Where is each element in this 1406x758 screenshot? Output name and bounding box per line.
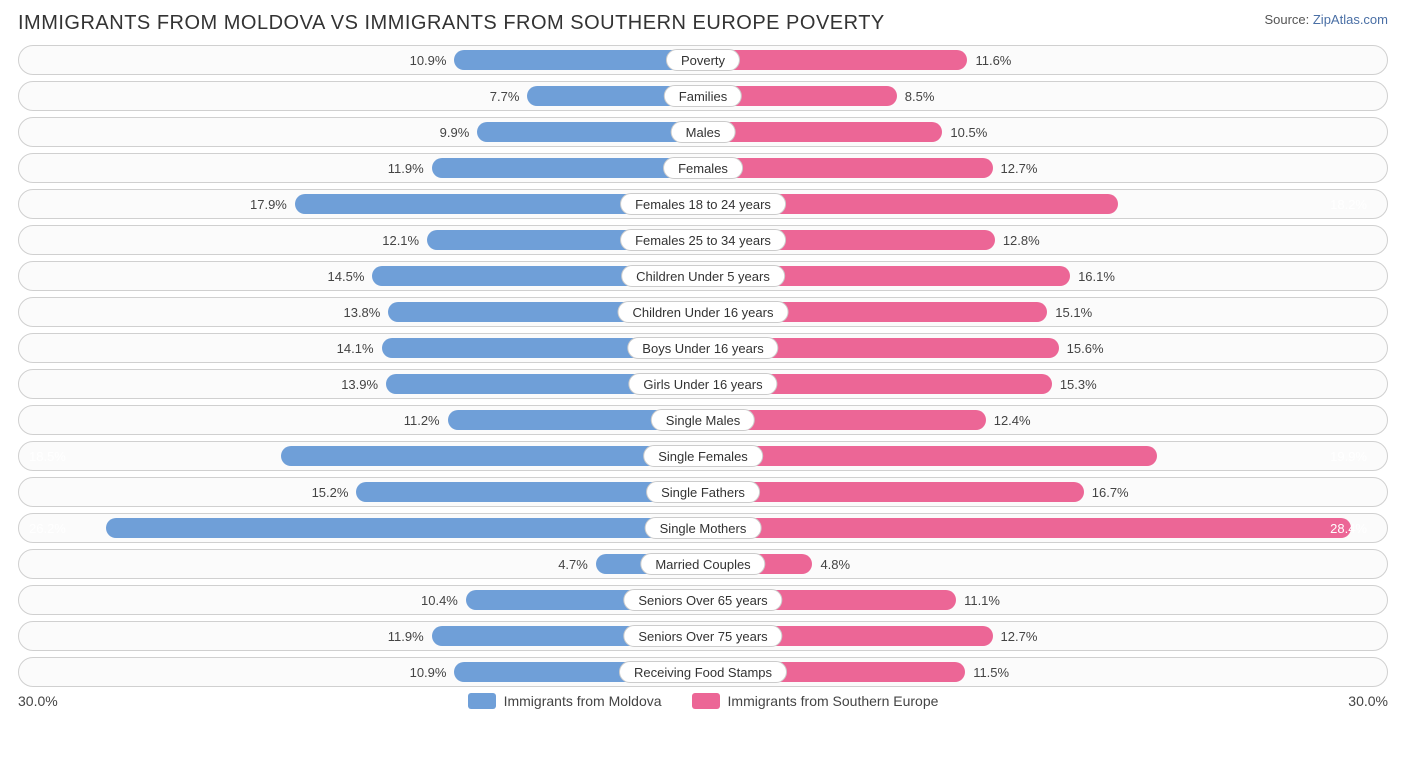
category-pill: Families	[664, 85, 742, 107]
value-right: 16.1%	[1070, 262, 1115, 290]
value-left: 13.8%	[343, 298, 388, 326]
chart-row: 14.1% 15.6% Boys Under 16 years	[18, 333, 1388, 363]
chart-row: 11.9% 12.7% Seniors Over 75 years	[18, 621, 1388, 651]
category-pill: Females 25 to 34 years	[620, 229, 786, 251]
value-right: 15.6%	[1059, 334, 1104, 362]
legend-label-left: Immigrants from Moldova	[504, 693, 662, 709]
chart-row: 7.7% 8.5% Families	[18, 81, 1388, 111]
category-pill: Males	[671, 121, 736, 143]
value-right: 11.1%	[956, 586, 1000, 614]
value-right: 28.4%	[1330, 514, 1377, 542]
chart-row: 9.9% 10.5% Males	[18, 117, 1388, 147]
value-right: 4.8%	[812, 550, 850, 578]
category-pill: Seniors Over 65 years	[623, 589, 782, 611]
source-link[interactable]: ZipAtlas.com	[1313, 12, 1388, 27]
diverging-bar-chart: 10.9% 11.6% Poverty 7.7% 8.5% Families 9.9% 10.…	[18, 45, 1388, 687]
chart-row: 11.9% 12.7% Females	[18, 153, 1388, 183]
category-pill: Married Couples	[640, 553, 765, 575]
chart-row: 15.2% 16.7% Single Fathers	[18, 477, 1388, 507]
value-right: 10.5%	[942, 118, 987, 146]
value-right: 18.2%	[1330, 190, 1377, 218]
bar-right	[703, 158, 993, 178]
chart-row: 10.4% 11.1% Seniors Over 65 years	[18, 585, 1388, 615]
legend-swatch-left	[468, 693, 496, 709]
value-left: 15.2%	[312, 478, 357, 506]
axis-left-max: 30.0%	[18, 693, 58, 709]
category-pill: Single Females	[643, 445, 763, 467]
category-pill: Single Males	[651, 409, 755, 431]
category-pill: Single Fathers	[646, 481, 760, 503]
category-pill: Children Under 16 years	[618, 301, 789, 323]
legend-item-right: Immigrants from Southern Europe	[692, 693, 939, 709]
bar-left	[106, 518, 703, 538]
chart-row: 10.9% 11.5% Receiving Food Stamps	[18, 657, 1388, 687]
bar-left	[477, 122, 703, 142]
value-left: 11.2%	[404, 406, 448, 434]
chart-row: 12.1% 12.8% Females 25 to 34 years	[18, 225, 1388, 255]
chart-row: 4.7% 4.8% Married Couples	[18, 549, 1388, 579]
chart-title: IMMIGRANTS FROM MOLDOVA VS IMMIGRANTS FR…	[18, 12, 885, 35]
category-pill: Females 18 to 24 years	[620, 193, 786, 215]
bar-right	[703, 518, 1351, 538]
bar-right	[703, 482, 1084, 502]
chart-source: Source: ZipAtlas.com	[1264, 12, 1388, 27]
chart-row: 13.8% 15.1% Children Under 16 years	[18, 297, 1388, 327]
value-left: 10.4%	[421, 586, 466, 614]
value-left: 26.2%	[19, 514, 66, 542]
value-right: 15.1%	[1047, 298, 1092, 326]
value-left: 17.9%	[250, 190, 295, 218]
value-left: 18.5%	[19, 442, 66, 470]
value-right: 16.7%	[1084, 478, 1129, 506]
value-right: 8.5%	[897, 82, 935, 110]
legend: Immigrants from Moldova Immigrants from …	[468, 693, 939, 709]
value-right: 15.3%	[1052, 370, 1097, 398]
chart-header: IMMIGRANTS FROM MOLDOVA VS IMMIGRANTS FR…	[18, 12, 1388, 35]
value-left: 12.1%	[382, 226, 427, 254]
value-right: 11.6%	[967, 46, 1011, 74]
value-right: 12.4%	[986, 406, 1031, 434]
category-pill: Children Under 5 years	[621, 265, 785, 287]
category-pill: Boys Under 16 years	[627, 337, 778, 359]
chart-row: 10.9% 11.6% Poverty	[18, 45, 1388, 75]
chart-footer: 30.0% Immigrants from Moldova Immigrants…	[18, 693, 1388, 709]
category-pill: Females	[663, 157, 743, 179]
value-left: 13.9%	[341, 370, 386, 398]
chart-row: 11.2% 12.4% Single Males	[18, 405, 1388, 435]
value-left: 10.9%	[410, 658, 455, 686]
category-pill: Single Mothers	[645, 517, 762, 539]
legend-label-right: Immigrants from Southern Europe	[728, 693, 939, 709]
value-left: 14.1%	[337, 334, 382, 362]
bar-left	[281, 446, 703, 466]
category-pill: Poverty	[666, 49, 740, 71]
value-right: 11.5%	[965, 658, 1009, 686]
chart-row: 13.9% 15.3% Girls Under 16 years	[18, 369, 1388, 399]
value-left: 14.5%	[328, 262, 373, 290]
axis-right-max: 30.0%	[1348, 693, 1388, 709]
category-pill: Seniors Over 75 years	[623, 625, 782, 647]
value-right: 12.7%	[993, 154, 1038, 182]
source-label: Source:	[1264, 12, 1312, 27]
bar-right	[703, 446, 1157, 466]
bar-right	[703, 50, 967, 70]
value-left: 4.7%	[558, 550, 596, 578]
legend-item-left: Immigrants from Moldova	[468, 693, 662, 709]
chart-row: 26.2% 28.4% Single Mothers	[18, 513, 1388, 543]
chart-row: 18.5% 19.9% Single Females	[18, 441, 1388, 471]
chart-row: 14.5% 16.1% Children Under 5 years	[18, 261, 1388, 291]
value-left: 7.7%	[490, 82, 528, 110]
value-left: 11.9%	[388, 622, 432, 650]
chart-row: 17.9% 18.2% Females 18 to 24 years	[18, 189, 1388, 219]
value-right: 12.7%	[993, 622, 1038, 650]
value-left: 9.9%	[440, 118, 478, 146]
bar-right	[703, 122, 942, 142]
value-left: 11.9%	[388, 154, 432, 182]
value-left: 10.9%	[410, 46, 455, 74]
value-right: 19.9%	[1330, 442, 1377, 470]
category-pill: Receiving Food Stamps	[619, 661, 787, 683]
legend-swatch-right	[692, 693, 720, 709]
value-right: 12.8%	[995, 226, 1040, 254]
category-pill: Girls Under 16 years	[628, 373, 777, 395]
